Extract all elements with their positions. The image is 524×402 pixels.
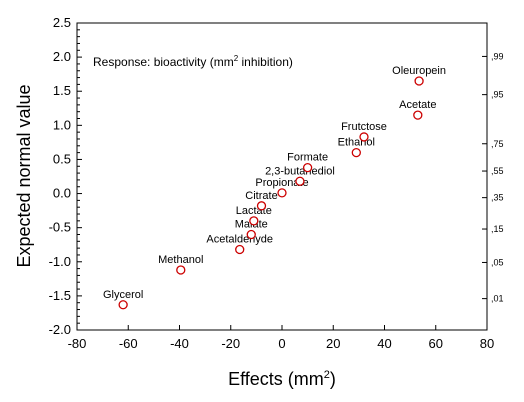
x-tick-label: 80	[480, 336, 494, 351]
x-tick-label: -20	[221, 336, 240, 351]
y-tick-label: 0.0	[53, 186, 71, 201]
data-points: GlycerolMethanolAcetaldehydeMalateLactat…	[103, 65, 446, 310]
y-tick-label: -0.5	[49, 220, 71, 235]
data-point	[176, 265, 186, 275]
y-tick-label: 1.5	[53, 83, 71, 98]
point-label: Citrate	[245, 190, 277, 202]
data-point	[249, 216, 259, 226]
right-axis-ticks: ,99 ,95 ,75 ,55 ,35 ,15 ,05 ,01	[482, 51, 504, 304]
point-label: Acetaldehyde	[206, 233, 273, 245]
x-tick-label: -40	[170, 336, 189, 351]
point-label: Acetate	[399, 99, 436, 111]
y-tick-label: 2.5	[53, 15, 71, 30]
right-tick-label: ,95	[491, 90, 504, 100]
point-label: Glycerol	[103, 289, 143, 301]
y-tick-label: -1.5	[49, 288, 71, 303]
right-tick-label: ,75	[491, 139, 504, 149]
data-point	[302, 162, 313, 173]
data-point	[277, 188, 287, 198]
y-axis-ticks: -2.0 -1.5 -1.0 -0.5 0.0 0.5 1.0 1.5 2.0 2.5	[49, 15, 82, 337]
right-tick-label: ,15	[491, 224, 504, 234]
right-tick-label: ,55	[491, 166, 504, 176]
x-tick-label: -60	[119, 336, 138, 351]
x-axis-label-superscript: 2	[324, 369, 330, 381]
point-label: Lactate	[236, 205, 272, 217]
data-point	[351, 147, 361, 158]
data-point	[235, 244, 245, 255]
x-tick-label: 60	[429, 336, 443, 351]
x-tick-label: 20	[326, 336, 340, 351]
right-tick-label: ,35	[491, 193, 504, 203]
right-tick-label: ,99	[491, 51, 504, 61]
point-label: Frutctose	[341, 121, 387, 133]
data-point	[413, 110, 423, 120]
y-tick-label: -2.0	[49, 322, 71, 337]
data-point	[246, 229, 256, 240]
data-point	[256, 201, 267, 211]
x-tick-label: -80	[68, 336, 87, 351]
point-label: 2,3-butanediol	[265, 165, 335, 177]
point-label: Methanol	[158, 254, 203, 266]
point-label: Ethanol	[338, 137, 375, 149]
point-label: Propionate	[255, 177, 308, 189]
point-label: Oleuropein	[392, 65, 446, 77]
data-point	[359, 132, 369, 142]
y-tick-label: 0.5	[53, 151, 71, 166]
data-point	[295, 176, 305, 186]
y-tick-label: 2.0	[53, 49, 71, 64]
x-tick-label: 0	[278, 336, 285, 351]
data-point	[118, 300, 128, 310]
y-tick-label: 1.0	[53, 117, 71, 132]
y-axis-label: Expected normal value	[14, 84, 34, 267]
point-label: Formate	[287, 152, 328, 164]
x-axis-label: Effects (mm2)	[228, 369, 336, 389]
x-tick-label: 40	[377, 336, 391, 351]
data-point	[414, 76, 424, 86]
right-tick-label: ,05	[491, 257, 504, 267]
annotation-superscript: 2	[234, 54, 239, 63]
x-axis-ticks: -80 -60 -40 -20 0 20 40 60 80	[68, 325, 494, 351]
chart-annotation: Response: bioactivity (mm2 inhibition)	[93, 54, 293, 69]
y-tick-label: -1.0	[49, 254, 71, 269]
right-tick-label: ,01	[491, 294, 504, 304]
